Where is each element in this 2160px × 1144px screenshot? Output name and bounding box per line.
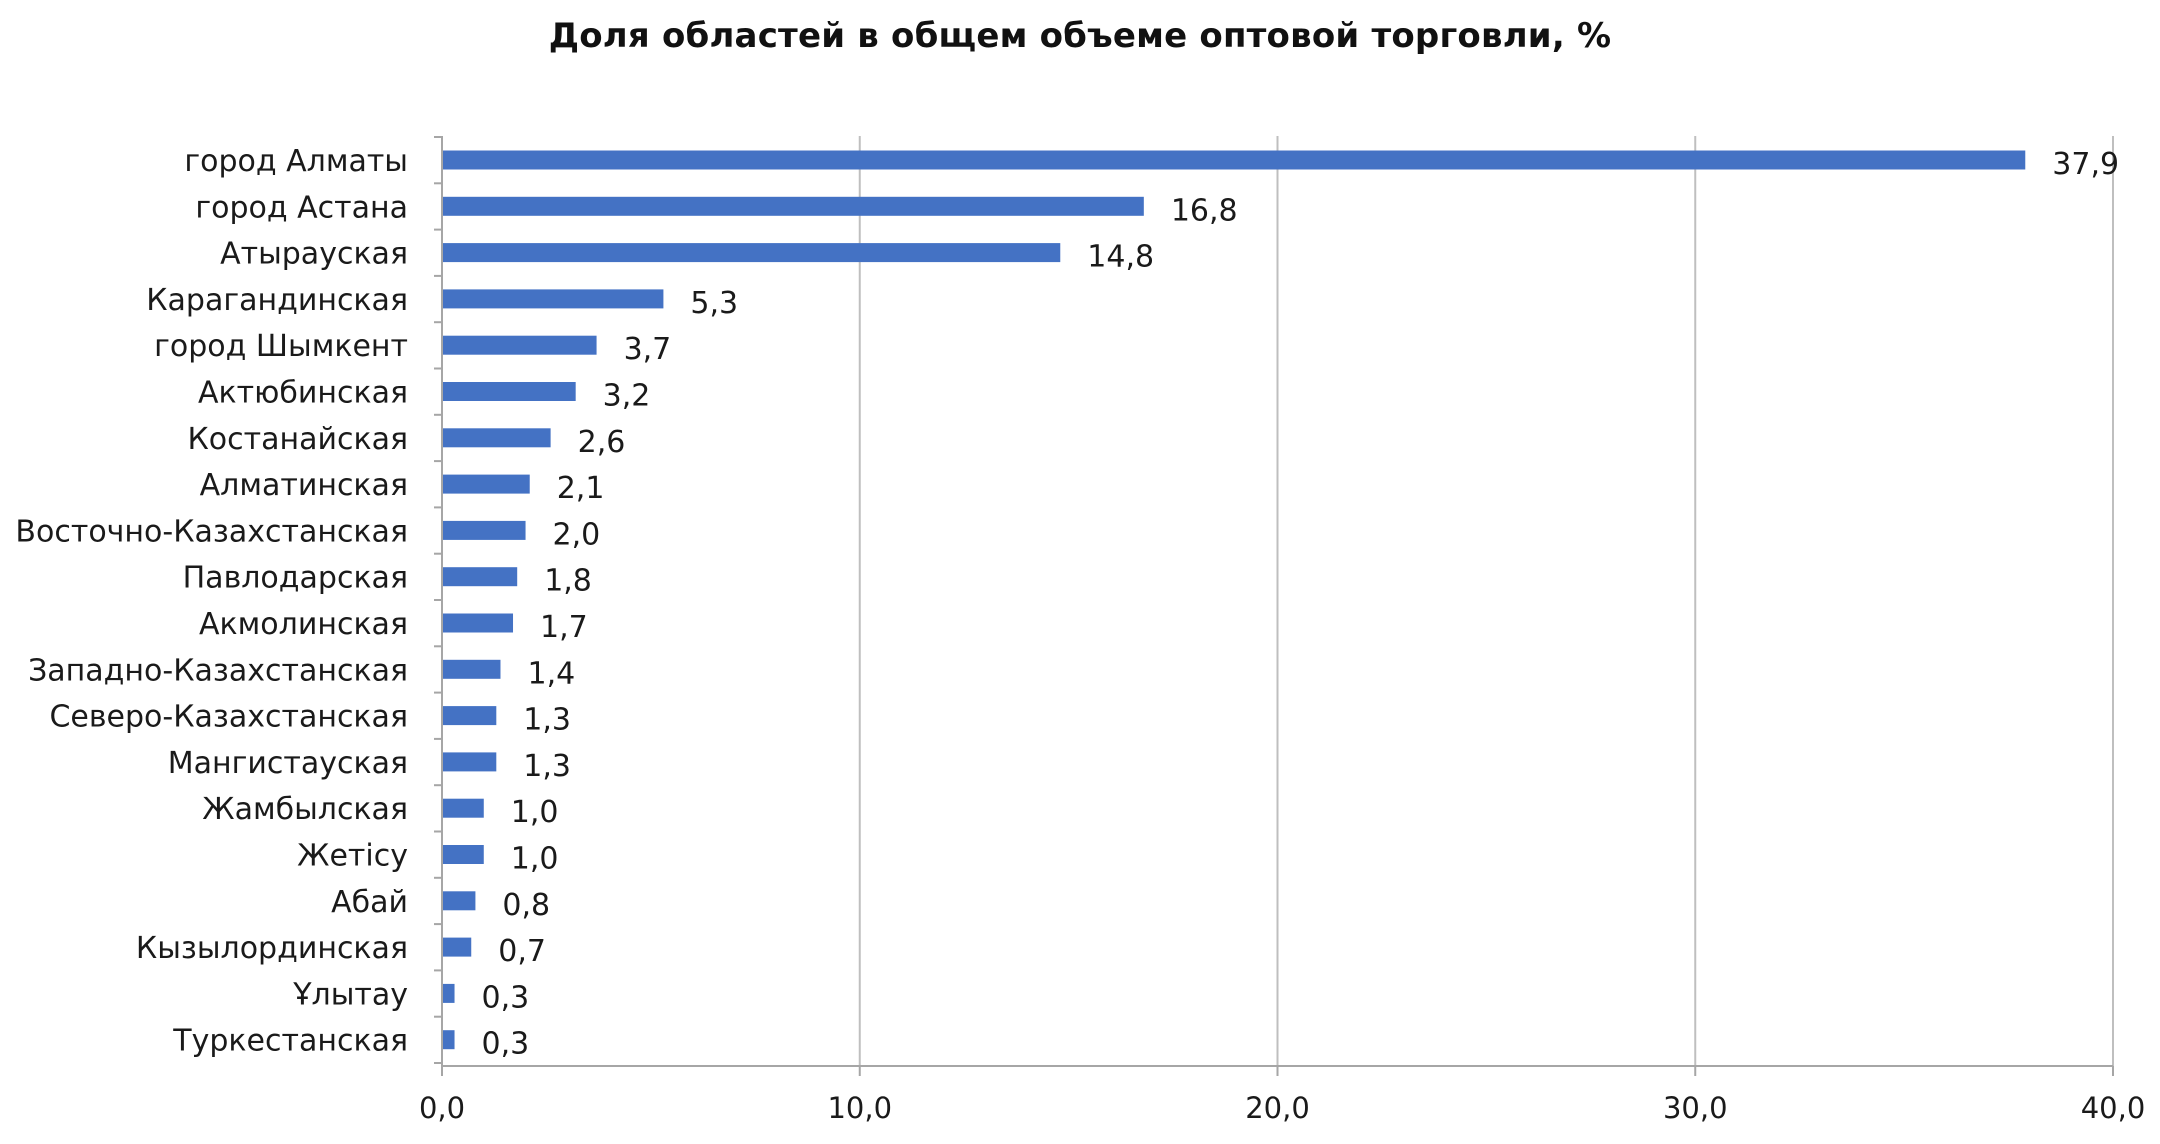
bar [443, 891, 476, 911]
bar [443, 845, 484, 864]
bar [443, 520, 526, 540]
category-label: Павлодарская [183, 561, 408, 596]
category-label: Западно-Казахстанская [28, 653, 408, 688]
data-label: 0,3 [482, 980, 530, 1015]
category-label: Карагандинская [146, 283, 408, 318]
category-label: Алматинская [200, 468, 408, 503]
category-label: Восточно-Казахстанская [15, 514, 408, 549]
value-labels: 37,9 16,8 14,8 5,3 3,7 3,2 2,6 2,1 2,0 1,8 1,7 1,4 1… [482, 147, 2120, 1062]
bar [443, 474, 530, 494]
category-label: город Шымкент [154, 329, 408, 364]
category-label: Жамбылская [202, 792, 408, 827]
category-label: Жетісу [297, 839, 408, 874]
bar [443, 428, 551, 448]
bar [443, 196, 1144, 216]
data-label: 3,7 [624, 332, 672, 367]
data-label: 1,0 [511, 795, 559, 830]
bar [443, 613, 514, 633]
data-label: 3,2 [603, 379, 651, 414]
data-label: 2,0 [553, 517, 601, 552]
data-label: 1,8 [544, 564, 592, 599]
data-label: 0,3 [482, 1027, 530, 1062]
category-label: Костанайская [187, 422, 408, 457]
x-tick-label: 0,0 [419, 1091, 465, 1125]
bar [443, 659, 501, 679]
category-label: Кызылординская [136, 931, 408, 966]
bar [443, 382, 576, 401]
category-label: город Алматы [184, 144, 408, 179]
data-label: 1,3 [523, 703, 571, 738]
bar [443, 335, 597, 355]
category-label: Ұлытау [292, 977, 408, 1012]
category-label: Абай [331, 885, 408, 920]
category-label: город Астана [195, 190, 408, 225]
category-label: Туркестанская [172, 1024, 408, 1059]
bar [443, 798, 484, 818]
category-label: Северо-Казахстанская [49, 700, 408, 735]
bar [443, 752, 497, 772]
data-label: 1,7 [540, 610, 588, 645]
data-label: 2,1 [557, 471, 605, 506]
bar [443, 243, 1061, 263]
bar [443, 1030, 455, 1050]
bar [443, 937, 472, 957]
x-tick-label: 20,0 [1245, 1091, 1310, 1125]
axes [434, 136, 2114, 1076]
category-label: Мангистауская [168, 746, 408, 781]
category-label: Акмолинская [199, 607, 408, 642]
data-label: 5,3 [690, 286, 738, 321]
category-label: Атырауская [220, 237, 408, 272]
data-label: 14,8 [1087, 240, 1154, 275]
category-label: Актюбинская [198, 376, 408, 411]
data-label: 16,8 [1171, 193, 1238, 228]
data-label: 37,9 [2052, 147, 2119, 182]
chart-title: Доля областей в общем объеме оптовой тор… [548, 16, 1612, 56]
x-tick-labels: 0,0 10,0 20,0 30,0 40,0 [419, 1091, 2145, 1125]
x-tick-label: 10,0 [827, 1091, 892, 1125]
bar [443, 150, 2026, 170]
x-tick-label: 40,0 [2081, 1091, 2146, 1125]
x-tick-label: 30,0 [1663, 1091, 1728, 1125]
bar [443, 706, 497, 726]
category-labels: город Алматы город Астана Атырауская Карага… [15, 144, 408, 1059]
bar [443, 289, 664, 309]
bar [443, 567, 518, 587]
data-label: 2,6 [578, 425, 626, 460]
data-label: 0,7 [498, 934, 546, 969]
data-label: 1,4 [527, 656, 575, 691]
bar [443, 983, 455, 1003]
bars [443, 150, 2026, 1050]
gridlines [858, 136, 2114, 1066]
data-label: 1,3 [523, 749, 571, 784]
data-label: 0,8 [502, 888, 550, 923]
data-label: 1,0 [511, 842, 559, 877]
